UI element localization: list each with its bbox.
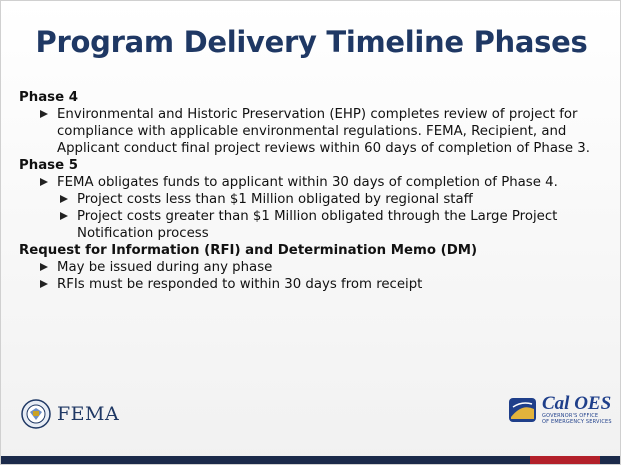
footer-accent xyxy=(530,456,600,464)
bullet-item: FEMA obligates funds to applicant within… xyxy=(19,174,609,191)
bullet-arrow xyxy=(40,263,48,271)
caloes-subtext: GOVERNOR'S OFFICE xyxy=(542,413,599,419)
bullet-item: May be issued during any phase xyxy=(19,259,609,276)
bullet-text: FEMA obligates funds to applicant within… xyxy=(57,175,558,190)
bullet-text: Environmental and Historic Preservation … xyxy=(57,107,590,156)
bullet-arrow xyxy=(40,178,48,186)
bullet-text: Project costs greater than $1 Million ob… xyxy=(77,209,558,241)
bullet-arrow xyxy=(40,110,48,118)
caloes-logo: Cal OES GOVERNOR'S OFFICE OF EMERGENCY S… xyxy=(508,394,612,425)
caloes-emblem xyxy=(509,397,536,422)
footer-bar xyxy=(1,456,620,464)
sub-bullet-item: Project costs less than $1 Million oblig… xyxy=(19,191,609,208)
bullet-arrow xyxy=(60,195,68,203)
caloes-subtext: OF EMERGENCY SERVICES xyxy=(542,419,612,425)
section-heading: Phase 4 xyxy=(19,90,78,105)
bullet-text: Project costs less than $1 Million oblig… xyxy=(77,192,473,207)
bullet-arrow xyxy=(60,212,68,220)
fema-seal xyxy=(21,399,51,429)
bullet-arrow xyxy=(40,280,48,288)
content: Phase 4 Environmental and Historic Preser… xyxy=(19,89,609,293)
slide-title: Program Delivery Timeline Phases xyxy=(35,25,588,59)
sub-bullet-item: Project costs greater than $1 Million ob… xyxy=(19,208,609,242)
caloes-text: Cal OES xyxy=(542,393,612,414)
bullet-item: RFIs must be responded to within 30 days… xyxy=(19,276,609,293)
bullet-text: RFIs must be responded to within 30 days… xyxy=(57,277,423,292)
section-heading: Phase 5 xyxy=(19,158,78,173)
bullet-item: Environmental and Historic Preservation … xyxy=(19,106,609,157)
fema-logo: FEMA xyxy=(21,399,119,429)
bullet-text: May be issued during any phase xyxy=(57,260,273,275)
fema-text: FEMA xyxy=(57,403,120,425)
section-heading: Request for Information (RFI) and Determ… xyxy=(19,243,478,258)
